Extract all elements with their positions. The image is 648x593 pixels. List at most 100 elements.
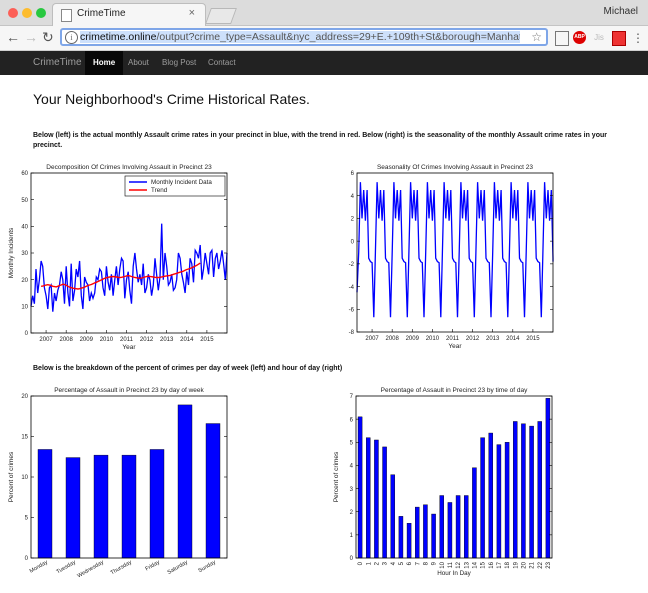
x-tick-label: 2011: [446, 336, 460, 342]
bar: [529, 425, 534, 559]
x-tick-label: 2009: [406, 336, 420, 342]
x-tick-label: 2013: [486, 336, 500, 342]
bar: [406, 523, 412, 559]
x-tick-label: Friday: [145, 559, 162, 572]
y-tick-label: 20: [21, 278, 28, 284]
y-tick-label: 6: [351, 171, 355, 177]
zoom-window-button[interactable]: [36, 8, 46, 18]
hour-of-day-chart: Percentage of Assault in Precinct 23 by …: [333, 387, 553, 577]
x-tick-label: 14: [472, 561, 478, 568]
x-axis-label: Hour In Day: [437, 570, 471, 577]
nav-blog-post[interactable]: Blog Post: [162, 58, 197, 67]
bar: [177, 404, 193, 559]
x-tick-label: 16: [489, 561, 495, 568]
bar: [93, 454, 109, 559]
back-icon[interactable]: ←: [6, 29, 20, 45]
bar: [65, 457, 81, 559]
browser-tab[interactable]: CrimeTime ×: [52, 3, 206, 26]
new-tab-button[interactable]: [205, 8, 237, 24]
tab-close-icon[interactable]: ×: [188, 7, 195, 19]
breakdown-paragraph: Below is the breakdown of the percent of…: [33, 365, 343, 372]
chart-title: Decomposition Of Crimes Involving Assaul…: [46, 164, 212, 171]
browser-toolbar: ← → ↻ i crimetime.online/output?crime_ty…: [0, 26, 648, 51]
nav-home[interactable]: Home: [85, 51, 124, 75]
bar: [398, 516, 404, 559]
page-title: Your Neighborhood's Crime Historical Rat…: [33, 91, 310, 107]
bar: [488, 432, 493, 559]
x-tick-label: 21: [530, 561, 536, 568]
y-tick-label: -2: [349, 262, 355, 268]
y-tick-label: 0: [351, 239, 355, 245]
x-tick-label: 2009: [80, 337, 94, 343]
y-tick-label: 2: [351, 217, 355, 223]
bar: [390, 474, 395, 559]
y-tick-label: 2: [350, 510, 354, 516]
x-tick-label: 2: [374, 561, 380, 565]
x-tick-label: 11: [448, 561, 454, 568]
close-window-button[interactable]: [8, 8, 18, 18]
legend-label-2: Trend: [151, 187, 168, 194]
x-tick-label: 22: [538, 561, 544, 568]
address-bar[interactable]: i crimetime.online/output?crime_type=Ass…: [60, 28, 548, 46]
extension-icon[interactable]: Jis: [594, 33, 604, 42]
x-tick-label: Thursday: [110, 559, 133, 576]
series-line-2: [41, 262, 201, 290]
x-tick-label: 6: [407, 561, 413, 565]
y-tick-label: 1: [350, 533, 354, 539]
minimize-window-button[interactable]: [22, 8, 32, 18]
calendar-icon[interactable]: [612, 31, 626, 46]
menu-icon[interactable]: ⋮: [632, 31, 644, 45]
y-tick-label: 0: [350, 556, 354, 562]
nav-about[interactable]: About: [128, 58, 149, 67]
plot-frame: [355, 395, 553, 559]
chart-title: Seasonality Of Crimes Involving Assault …: [377, 164, 533, 171]
bar: [504, 442, 510, 559]
nav-contact[interactable]: Contact: [208, 58, 236, 67]
x-tick-label: Monday: [29, 559, 49, 574]
x-tick-label: 2007: [365, 336, 379, 342]
x-tick-label: 2012: [466, 336, 480, 342]
y-tick-label: -8: [349, 330, 355, 336]
y-tick-label: 3: [350, 487, 354, 493]
x-tick-label: 2013: [160, 337, 174, 343]
bar: [366, 437, 371, 559]
cast-icon[interactable]: [555, 31, 569, 46]
bar: [37, 449, 53, 559]
x-tick-label: 2010: [426, 336, 440, 342]
bar: [431, 513, 436, 559]
bar: [415, 506, 420, 559]
x-tick-label: 12: [456, 561, 462, 568]
reload-icon[interactable]: ↻: [42, 29, 54, 45]
bar: [121, 454, 137, 559]
page-icon: [61, 9, 72, 22]
url-text[interactable]: crimetime.online/output?crime_type=Assau…: [80, 31, 520, 43]
bar: [455, 495, 461, 559]
y-tick-label: 40: [21, 225, 28, 231]
x-tick-label: 23: [546, 561, 552, 568]
y-tick-label: -6: [349, 307, 355, 313]
site-navbar: CrimeTime Home About Blog Post Contact: [0, 51, 648, 75]
plot-frame: [356, 172, 554, 333]
y-axis-label: Percent of crimes: [333, 451, 340, 502]
brand-link[interactable]: CrimeTime: [33, 57, 82, 68]
info-icon[interactable]: i: [65, 31, 78, 44]
x-tick-label: 2015: [526, 336, 540, 342]
x-tick-label: Wednesday: [76, 559, 105, 579]
bar: [447, 502, 453, 559]
bar: [205, 423, 221, 559]
series-line-1: [356, 182, 554, 318]
adblock-icon[interactable]: ABP: [573, 31, 586, 44]
star-icon[interactable]: ☆: [531, 30, 542, 44]
bar: [513, 421, 518, 559]
profile-name[interactable]: Michael: [603, 6, 638, 17]
chart-title: Percentage of Assault in Precinct 23 by …: [381, 387, 528, 394]
x-tick-label: 1: [366, 561, 372, 565]
day-of-week-chart: Percentage of Assault in Precinct 23 by …: [8, 387, 228, 579]
bar: [472, 467, 477, 559]
tab-title: CrimeTime: [77, 8, 126, 19]
bar: [423, 504, 428, 559]
y-axis-label: Monthly Incidents: [8, 227, 15, 278]
forward-icon[interactable]: →: [24, 29, 38, 45]
x-tick-label: 8: [423, 561, 429, 565]
x-tick-label: Saturday: [167, 559, 190, 575]
